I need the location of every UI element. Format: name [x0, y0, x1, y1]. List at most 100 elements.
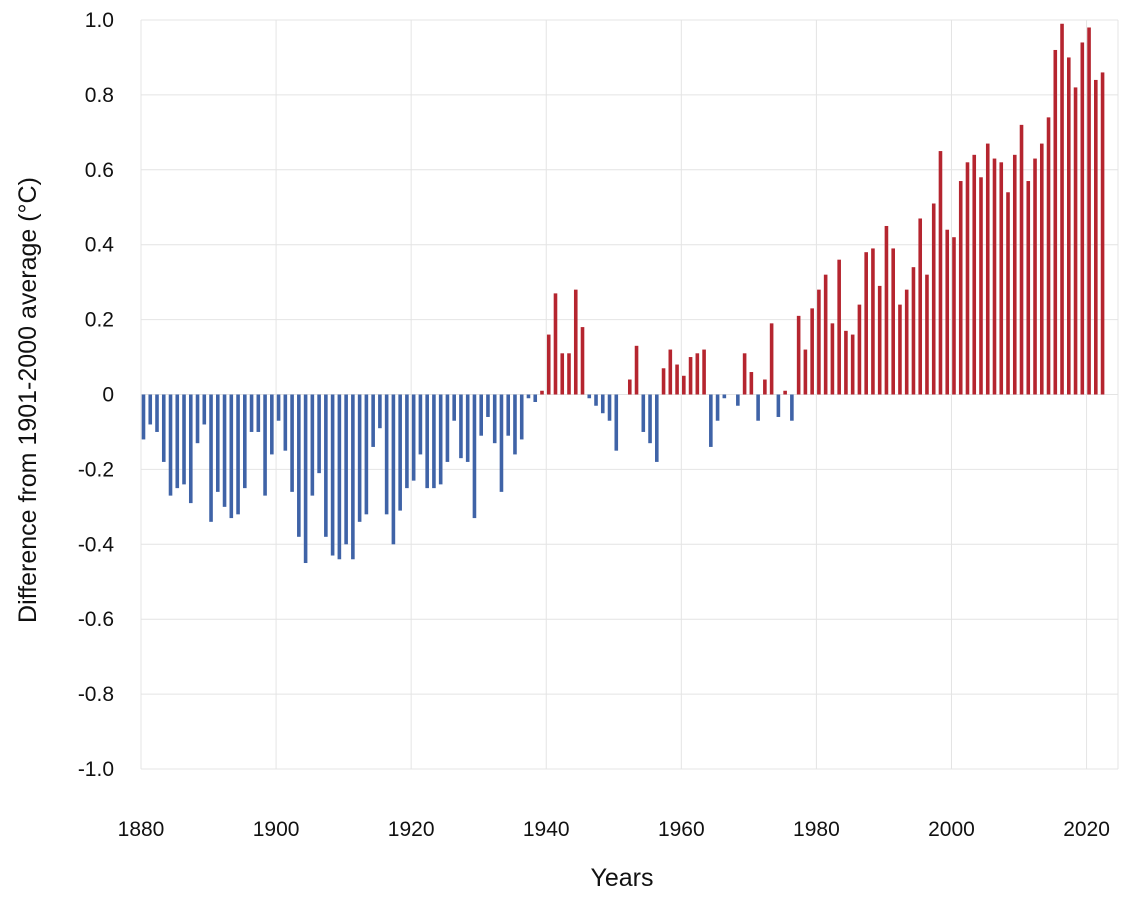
- bar-1955: [648, 395, 652, 444]
- y-tick-label: -0.2: [78, 458, 114, 481]
- bar-1962: [696, 353, 700, 394]
- bar-1894: [236, 395, 240, 515]
- y-axis-title: Difference from 1901-2000 average (°C): [14, 177, 42, 623]
- bar-2006: [993, 159, 997, 395]
- bar-1992: [898, 305, 902, 395]
- bar-1971: [756, 395, 760, 421]
- bar-1928: [466, 395, 470, 462]
- bar-1912: [358, 395, 362, 522]
- bar-1968: [736, 395, 740, 406]
- bar-1939: [540, 391, 544, 395]
- bar-1931: [486, 395, 490, 417]
- bar-1958: [669, 350, 673, 395]
- bar-1907: [324, 395, 328, 537]
- bar-1900: [277, 395, 281, 421]
- x-tick-label: 1900: [253, 818, 300, 841]
- y-tick-label: 0.4: [85, 234, 115, 257]
- bar-2010: [1020, 125, 1024, 395]
- x-tick-label: 1960: [658, 818, 705, 841]
- bar-1934: [506, 395, 510, 436]
- bar-1979: [810, 308, 814, 394]
- y-tick-label: -0.4: [78, 533, 115, 556]
- bar-2008: [1006, 192, 1010, 394]
- bar-1945: [581, 327, 585, 394]
- bar-2019: [1081, 42, 1085, 394]
- bar-2021: [1094, 80, 1098, 395]
- bar-1938: [533, 395, 537, 402]
- bar-1883: [162, 395, 166, 462]
- x-axis-ticks: 1880 1900 1920 1940 1960 1980 2000 2020: [118, 818, 1110, 841]
- bar-1953: [635, 346, 639, 395]
- x-tick-label: 1980: [793, 818, 840, 841]
- bar-1980: [817, 290, 821, 395]
- bar-1895: [243, 395, 247, 489]
- bar-1923: [432, 395, 436, 489]
- bar-1905: [311, 395, 315, 496]
- bar-1898: [263, 395, 267, 496]
- x-tick-label: 1880: [118, 818, 165, 841]
- bar-1996: [925, 275, 929, 395]
- bar-1981: [824, 275, 828, 395]
- bar-1937: [527, 395, 531, 399]
- bar-2007: [999, 162, 1003, 394]
- bar-1896: [250, 395, 254, 432]
- bar-1908: [331, 395, 335, 556]
- bar-1960: [682, 376, 686, 395]
- y-axis-ticks: -1.0 -0.8 -0.6 -0.4 -0.2 0 0.2 0.4 0.6 0.8 1.0: [78, 9, 115, 781]
- bar-2020: [1087, 27, 1091, 394]
- bar-1970: [750, 372, 754, 394]
- bar-1964: [709, 395, 713, 447]
- x-tick-label: 1920: [388, 818, 435, 841]
- bar-1899: [270, 395, 274, 455]
- bar-1903: [297, 395, 301, 537]
- y-tick-label: -1.0: [78, 758, 114, 781]
- bar-1986: [858, 305, 862, 395]
- bar-2013: [1040, 144, 1044, 395]
- bar-1881: [148, 395, 152, 425]
- bar-1913: [365, 395, 369, 515]
- bar-1910: [344, 395, 348, 545]
- bar-1914: [371, 395, 375, 447]
- bar-2003: [972, 155, 976, 395]
- bar-2018: [1074, 87, 1078, 394]
- bar-2000: [952, 237, 956, 394]
- bar-1887: [189, 395, 193, 504]
- bar-1906: [317, 395, 321, 474]
- bar-1988: [871, 248, 875, 394]
- bar-1969: [743, 353, 747, 394]
- bar-1897: [257, 395, 261, 432]
- bar-2012: [1033, 159, 1037, 395]
- bar-2022: [1101, 72, 1105, 394]
- bar-2015: [1053, 50, 1057, 395]
- bar-2002: [966, 162, 970, 394]
- bar-1973: [770, 323, 774, 394]
- bar-1998: [939, 151, 943, 394]
- bar-layer: [142, 24, 1105, 563]
- bar-1933: [500, 395, 504, 492]
- bar-1922: [425, 395, 429, 489]
- bar-1919: [405, 395, 409, 489]
- y-tick-label: -0.8: [78, 683, 114, 706]
- bar-1976: [790, 395, 794, 421]
- bar-1893: [230, 395, 234, 519]
- bar-1888: [196, 395, 200, 444]
- bar-1882: [155, 395, 159, 432]
- bar-1884: [169, 395, 173, 496]
- bar-1942: [560, 353, 564, 394]
- bar-1950: [614, 395, 618, 451]
- bar-1966: [723, 395, 727, 399]
- bar-1925: [446, 395, 450, 462]
- bar-1956: [655, 395, 659, 462]
- bar-1952: [628, 380, 632, 395]
- x-tick-label: 1940: [523, 818, 570, 841]
- y-tick-label: 1.0: [85, 9, 114, 32]
- bar-1972: [763, 380, 767, 395]
- y-tick-label: -0.6: [78, 608, 114, 631]
- bar-1965: [716, 395, 720, 421]
- bar-1927: [459, 395, 463, 459]
- bar-1921: [419, 395, 423, 455]
- bar-1916: [385, 395, 389, 515]
- bar-1930: [479, 395, 483, 436]
